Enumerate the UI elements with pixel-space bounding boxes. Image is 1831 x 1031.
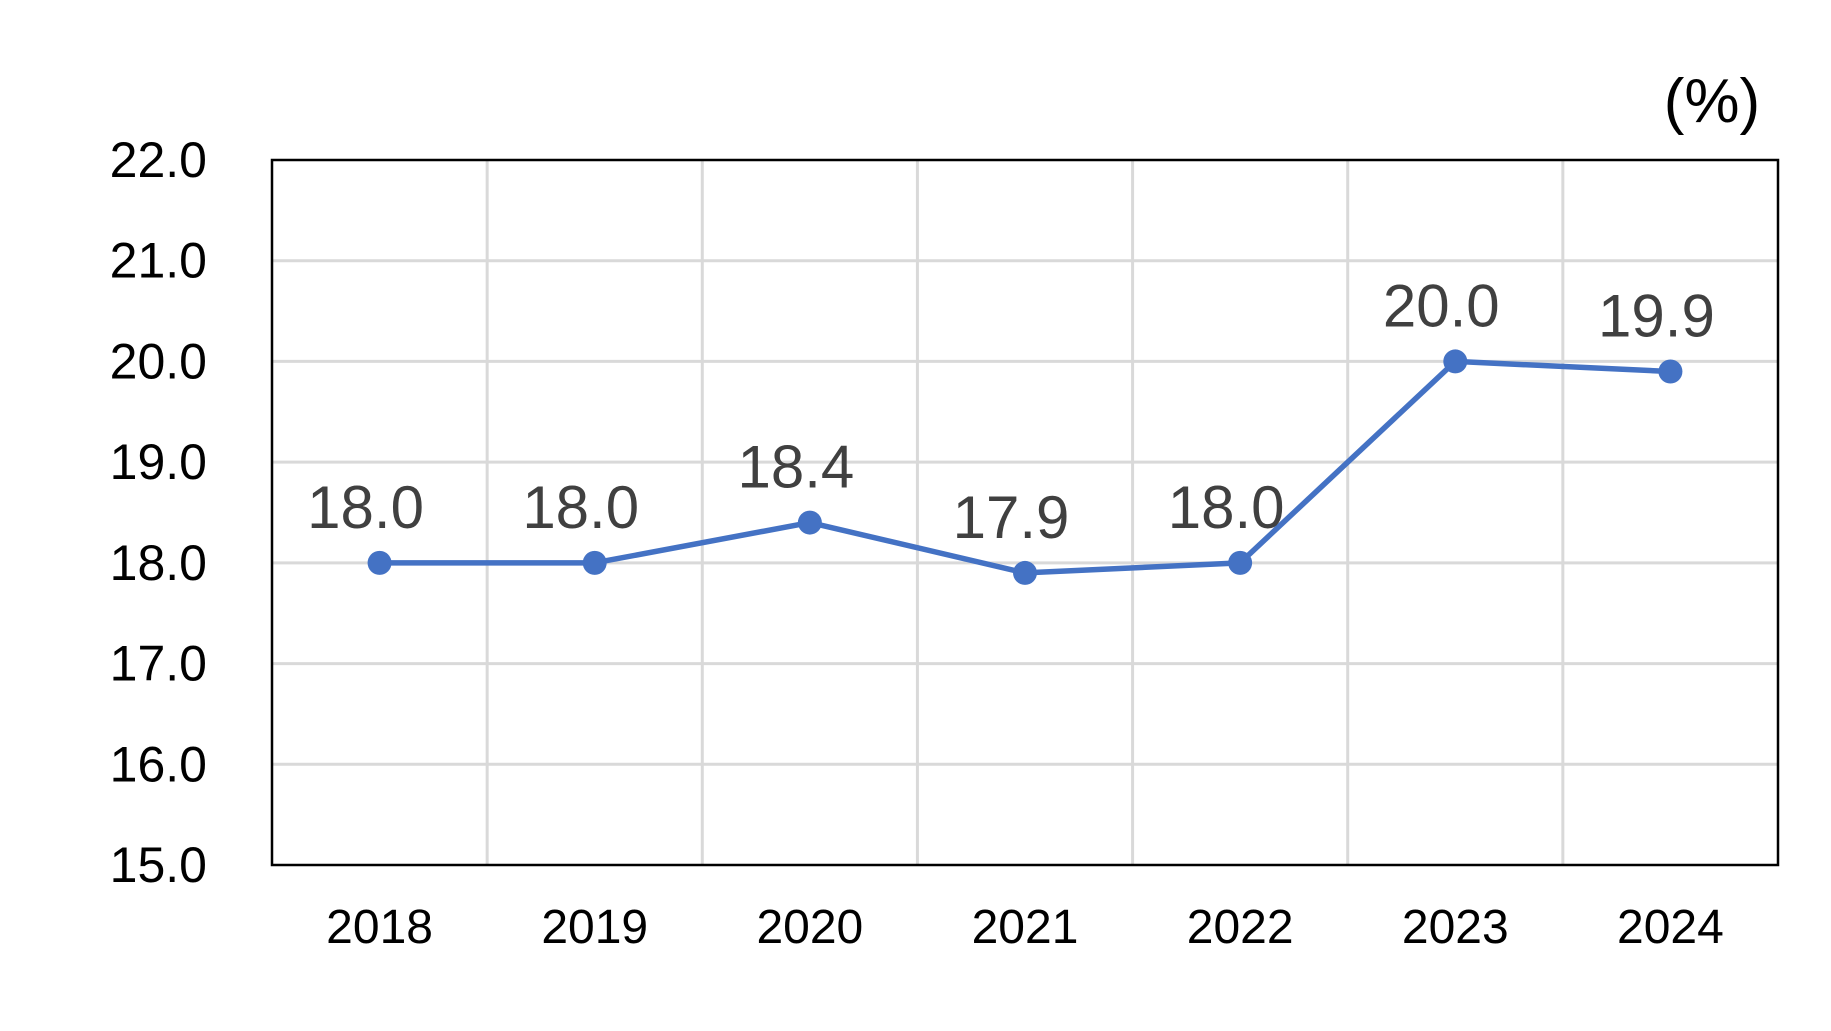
data-point [582, 550, 607, 575]
y-tick-label: 21.0 [110, 233, 207, 289]
data-label: 18.0 [522, 474, 639, 541]
data-point [367, 550, 392, 575]
plot-frame [270, 158, 1780, 867]
data-point [797, 510, 822, 535]
y-axis-ticks: 22.0 21.0 20.0 19.0 18.0 17.0 16.0 15.0 [110, 132, 207, 893]
x-tick-label: 2019 [541, 901, 648, 954]
data-label: 20.0 [1383, 272, 1500, 339]
y-tick-label: 20.0 [110, 333, 207, 389]
data-point [1658, 359, 1683, 384]
data-label: 18.0 [1168, 474, 1285, 541]
y-tick-label: 18.0 [110, 535, 207, 591]
x-tick-label: 2022 [1187, 901, 1294, 954]
x-tick-label: 2023 [1402, 901, 1509, 954]
x-tick-label: 2020 [756, 901, 863, 954]
y-tick-label: 17.0 [110, 636, 207, 692]
x-tick-label: 2018 [326, 901, 433, 954]
data-point [1228, 550, 1253, 575]
y-tick-label: 19.0 [110, 434, 207, 490]
data-point [1443, 349, 1468, 374]
data-point [1013, 560, 1037, 585]
x-axis-ticks: 2018 2019 2020 2021 2022 2023 2024 [326, 901, 1724, 954]
x-tick-label: 2024 [1617, 901, 1724, 954]
y-tick-label: 16.0 [110, 736, 207, 792]
data-labels: 18.0 18.0 18.4 17.9 18.0 20.0 19.9 [307, 272, 1715, 551]
data-label: 17.9 [953, 484, 1070, 551]
data-label: 19.9 [1598, 283, 1715, 350]
y-tick-label: 15.0 [110, 837, 207, 893]
series-layer [367, 349, 1683, 585]
data-label: 18.0 [307, 474, 424, 541]
x-tick-label: 2021 [972, 901, 1079, 954]
unit-label: (%) [1664, 67, 1760, 136]
data-label: 18.4 [737, 434, 854, 501]
y-tick-label: 22.0 [110, 132, 207, 188]
